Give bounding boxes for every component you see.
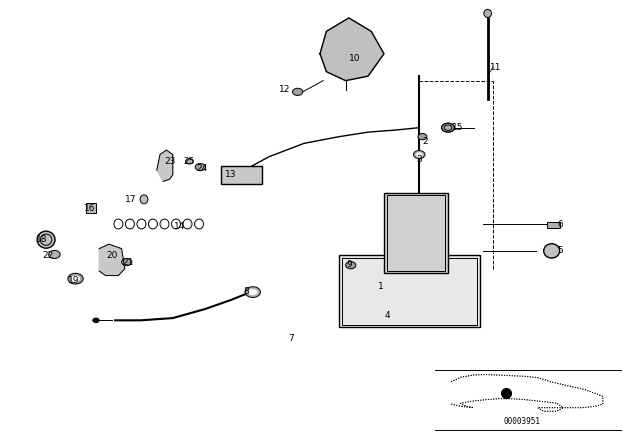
Polygon shape: [320, 18, 384, 81]
Text: 5: 5: [557, 246, 563, 255]
Text: 9: 9: [346, 260, 351, 269]
Ellipse shape: [37, 231, 55, 248]
Text: 12: 12: [279, 85, 291, 94]
Circle shape: [93, 318, 99, 323]
Circle shape: [416, 152, 422, 157]
Circle shape: [49, 250, 60, 258]
Text: 13: 13: [225, 170, 236, 179]
Text: 8: 8: [244, 287, 249, 296]
Circle shape: [248, 289, 257, 295]
Bar: [339, 255, 480, 327]
Text: 7: 7: [289, 334, 294, 343]
Bar: [86, 203, 96, 213]
Text: 23: 23: [164, 157, 175, 166]
Text: 24: 24: [196, 164, 207, 172]
Text: 10: 10: [349, 54, 361, 63]
Bar: [342, 258, 477, 325]
Polygon shape: [157, 150, 173, 181]
Text: 2: 2: [423, 137, 428, 146]
Text: 6: 6: [557, 220, 563, 228]
Text: 19: 19: [68, 276, 79, 284]
Text: 4: 4: [385, 311, 390, 320]
Text: 15: 15: [452, 123, 463, 132]
Bar: [387, 195, 445, 271]
Circle shape: [195, 164, 205, 171]
Circle shape: [346, 262, 356, 269]
Text: 18: 18: [36, 235, 47, 244]
Circle shape: [245, 287, 260, 297]
Circle shape: [292, 88, 303, 95]
Bar: [547, 222, 560, 228]
Circle shape: [442, 123, 454, 132]
Circle shape: [68, 273, 83, 284]
Text: 00003951: 00003951: [503, 418, 540, 426]
Text: 21: 21: [122, 258, 134, 267]
Text: 11: 11: [490, 63, 502, 72]
Ellipse shape: [140, 195, 148, 204]
Text: 22: 22: [42, 251, 54, 260]
Circle shape: [122, 258, 132, 266]
Text: 17: 17: [125, 195, 137, 204]
Polygon shape: [451, 375, 603, 411]
Circle shape: [71, 276, 80, 282]
Ellipse shape: [543, 244, 559, 258]
Circle shape: [413, 151, 425, 159]
Text: 3: 3: [417, 155, 422, 164]
Circle shape: [418, 134, 427, 140]
Text: 14: 14: [173, 222, 185, 231]
Text: 25: 25: [183, 157, 195, 166]
Text: 20: 20: [106, 251, 118, 260]
Text: 16: 16: [84, 204, 95, 213]
Polygon shape: [99, 244, 125, 276]
Text: 1: 1: [378, 282, 383, 291]
Bar: [384, 193, 448, 273]
Ellipse shape: [484, 9, 492, 17]
Bar: [221, 166, 262, 184]
Circle shape: [186, 159, 193, 164]
